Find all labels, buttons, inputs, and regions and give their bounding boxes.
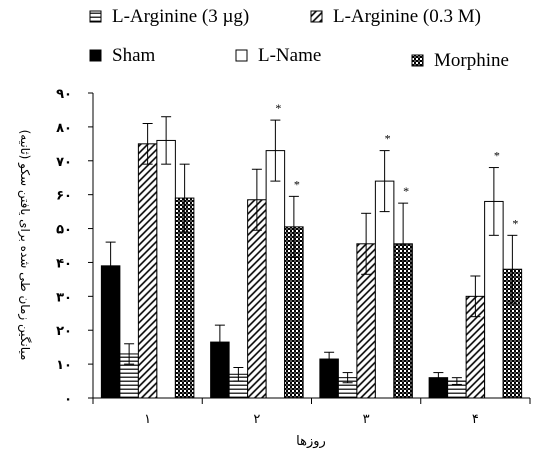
y-tick-label: ۸۰ (56, 121, 72, 136)
y-tick-label: ۱۰ (56, 358, 72, 373)
y-tick-label: ۹۰ (56, 87, 72, 102)
legend-swatch-l-arginine-0-3-m (310, 10, 323, 23)
legend-label-l-name: L-Name (258, 45, 321, 66)
x-axis: ۱ ۲ ۳ ۴ روزها (92, 397, 531, 449)
x-tick-label: ۲ (253, 412, 260, 427)
x-tick-label: ۳ (363, 412, 370, 427)
legend-swatch-sham (89, 49, 102, 62)
legend-swatch-l-name (235, 49, 248, 62)
chart-legend: L-Arginine (3 µg) L-Arginine (0.3 M) Sham L… (89, 6, 509, 71)
legend-label-l-arginine-3-g: L-Arginine (3 µg) (112, 6, 249, 27)
legend-swatch-morphine (411, 54, 424, 67)
y-tick-label: ۰ (64, 392, 72, 407)
significance-marker: * (494, 149, 500, 163)
x-tick-label: ۱ (144, 412, 151, 427)
bar-l-arginine-0-3-m (137, 143, 158, 399)
significance-marker: * (403, 184, 409, 198)
y-tick-label: ۲۰ (56, 324, 72, 339)
y-axis: ۰ ۱۰ ۲۰ ۳۰ ۴۰ ۵۰ ۶۰ ۷۰ ۸۰ ۹۰ میانگین زمان طی شده … (17, 87, 94, 407)
significance-marker: * (275, 101, 281, 115)
significance-marker: * (385, 132, 391, 146)
y-tick-label: ۵۰ (56, 223, 72, 238)
bar-l-name (265, 150, 286, 399)
significance-marker: * (294, 177, 300, 191)
legend-label-l-arginine-0-3-m: L-Arginine (0.3 M) (333, 6, 481, 27)
bar-l-name (156, 139, 176, 399)
significance-marker: * (512, 216, 518, 230)
y-tick-label: ۴۰ (56, 256, 72, 271)
bar-l-name (374, 180, 395, 399)
y-tick-label: ۳۰ (56, 290, 72, 305)
legend-label-sham: Sham (112, 45, 156, 66)
legend-swatch-l-arginine-3-g (89, 10, 102, 23)
x-axis-label: روزها (296, 434, 326, 449)
x-tick-label: ۴ (472, 412, 479, 427)
legend-label-morphine: Morphine (434, 50, 509, 71)
y-tick-label: ۷۰ (56, 155, 72, 170)
y-axis-label: میانگین زمان طی شده برای یافتن سکو (ثانی… (17, 130, 32, 361)
y-tick-label: ۶۰ (56, 189, 72, 204)
plot-area: * * * * * * (100, 101, 523, 399)
